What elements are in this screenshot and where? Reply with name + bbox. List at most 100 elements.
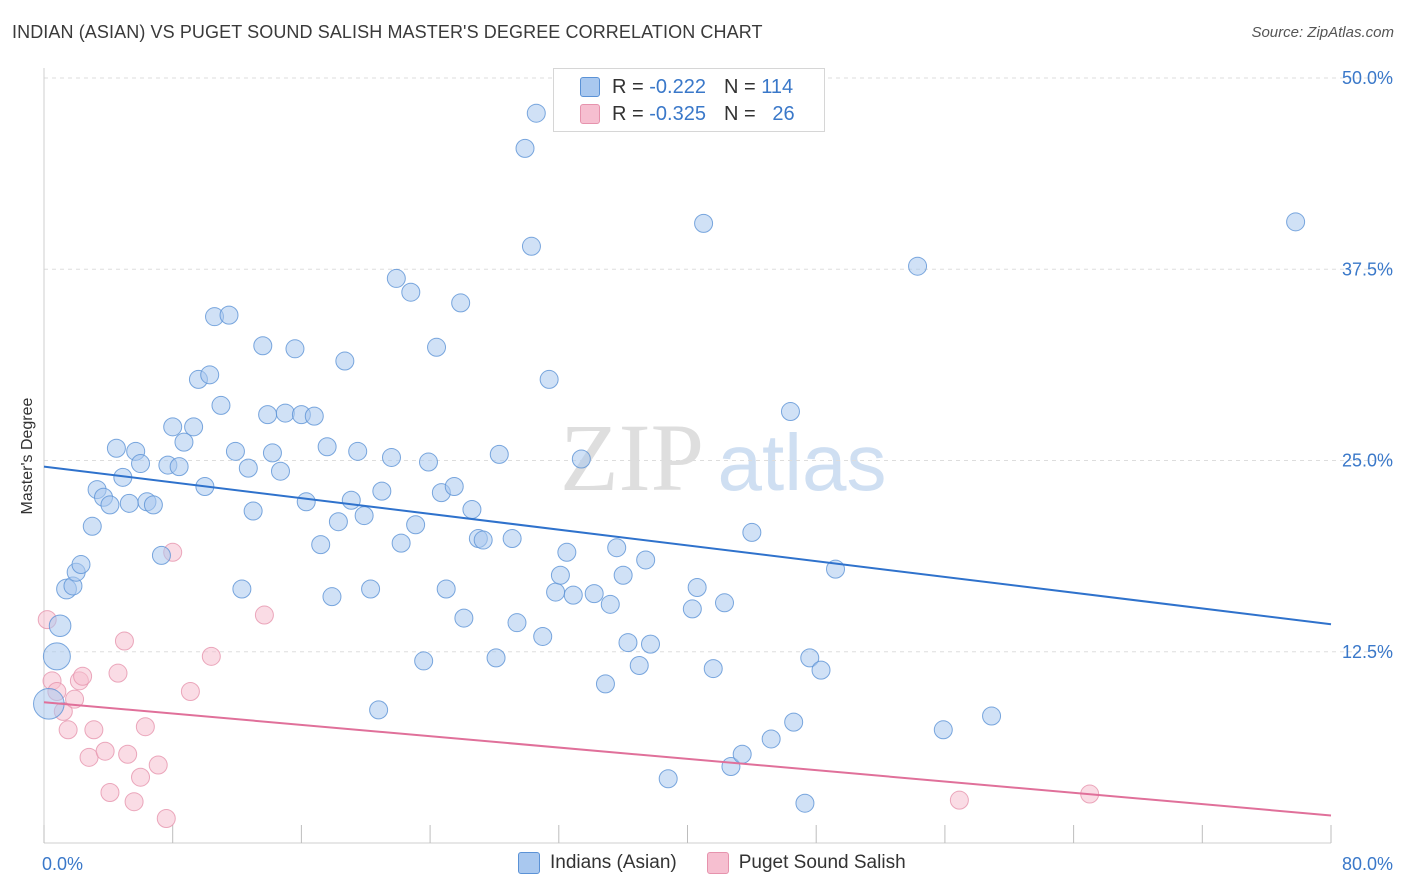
indians-point — [211, 395, 231, 415]
indians-point — [454, 608, 474, 628]
series-indians-asian — [33, 103, 1306, 813]
indians-point — [414, 651, 434, 671]
indians-point — [270, 461, 290, 481]
indians-point — [174, 432, 194, 452]
indians-point — [163, 417, 183, 437]
indians-point — [401, 282, 421, 302]
indians-point — [406, 515, 426, 535]
indians-point — [462, 499, 482, 519]
legend-r-value: -0.325 — [649, 102, 706, 125]
indians-point — [600, 594, 620, 614]
salish-point — [131, 767, 151, 787]
indians-point — [143, 495, 163, 515]
salish-point — [156, 809, 176, 829]
watermark: ZIP atlas — [560, 404, 886, 511]
indians-point — [658, 769, 678, 789]
legend-row-salish: R = -0.325 N = 26 — [554, 101, 795, 127]
indians-point — [687, 577, 707, 597]
series-legend: Indians (Asian) Puget Sound Salish — [518, 852, 936, 874]
indians-point — [502, 529, 522, 549]
indians-point — [489, 444, 509, 464]
legend-r-value: -0.222 — [649, 75, 706, 98]
indians-point — [71, 555, 91, 575]
salish-point — [124, 792, 144, 812]
indians-point — [742, 522, 762, 542]
salish-point — [201, 646, 221, 666]
indians-point — [761, 729, 781, 749]
salish-point — [108, 663, 128, 683]
salish-point — [148, 755, 168, 775]
indians-point — [253, 336, 273, 356]
indians-point — [584, 584, 604, 604]
indians-point — [238, 458, 258, 478]
indians-point — [732, 744, 752, 764]
indians-point — [317, 437, 337, 457]
indians-point — [100, 495, 120, 515]
indians-point — [982, 706, 1002, 726]
grid — [44, 77, 1392, 653]
legend-label-indians: Indians (Asian) — [550, 852, 677, 873]
trend-line-salish — [43, 701, 1332, 817]
legend-swatch-pink — [580, 104, 600, 124]
indians-point — [563, 585, 583, 605]
indians-point — [451, 293, 471, 313]
x-tick-label: 0.0% — [42, 854, 83, 874]
indians-point — [361, 579, 381, 599]
indians-point — [354, 506, 374, 526]
legend-swatch-blue — [580, 77, 600, 97]
indians-point — [521, 236, 541, 256]
indians-point — [546, 582, 566, 602]
indians-point — [526, 103, 546, 123]
indians-point — [169, 457, 189, 477]
y-tick-label: 50.0% — [1342, 68, 1393, 88]
salish-point — [254, 605, 274, 625]
salish-point — [84, 720, 104, 740]
y-tick-label: 25.0% — [1342, 451, 1393, 471]
watermark-atlas: atlas — [718, 418, 887, 507]
indians-point — [328, 512, 348, 532]
legend-item-salish: Puget Sound Salish — [706, 852, 906, 874]
indians-point — [82, 516, 102, 536]
indians-point — [42, 642, 71, 671]
indians-point — [381, 447, 401, 467]
indians-point — [311, 535, 331, 555]
indians-point — [296, 492, 316, 512]
legend-swatch-blue — [518, 852, 540, 874]
correlation-legend: R = -0.222 N = 114 R = -0.325 N = 26 — [553, 68, 825, 132]
y-tick-label: 37.5% — [1342, 259, 1393, 279]
trend-lines — [43, 465, 1332, 817]
salish-point — [58, 720, 78, 740]
x-tick-label: 80.0% — [1342, 854, 1393, 874]
indians-point — [304, 406, 324, 426]
indians-point — [418, 452, 438, 472]
legend-r-label: R = — [612, 75, 644, 98]
indians-point — [811, 660, 831, 680]
indians-point — [372, 481, 392, 501]
indians-point — [908, 256, 928, 276]
legend-n-value: 26 — [772, 102, 795, 125]
trend-line-indians — [43, 465, 1332, 626]
indians-point — [618, 633, 638, 653]
indians-point — [151, 545, 171, 565]
indians-point — [703, 659, 723, 679]
indians-point — [322, 587, 342, 607]
legend-row-indians: R = -0.222 N = 114 — [554, 74, 793, 100]
indians-point — [595, 674, 615, 694]
indians-point — [533, 626, 553, 646]
indians-point — [119, 493, 139, 513]
y-tick-label: 12.5% — [1342, 642, 1393, 662]
salish-point — [73, 666, 93, 686]
indians-point — [550, 565, 570, 585]
salish-point — [79, 747, 99, 767]
source-label: Source: ZipAtlas.com — [1251, 24, 1394, 41]
indians-point — [473, 530, 493, 550]
indians-point — [48, 614, 72, 638]
indians-point — [184, 417, 204, 437]
legend-n-label: N = — [723, 102, 756, 125]
salish-point — [95, 741, 115, 761]
legend-label-salish: Puget Sound Salish — [738, 852, 906, 873]
legend-n-value: 114 — [761, 75, 794, 98]
legend-n-label: N = — [723, 75, 756, 98]
indians-point — [369, 700, 389, 720]
